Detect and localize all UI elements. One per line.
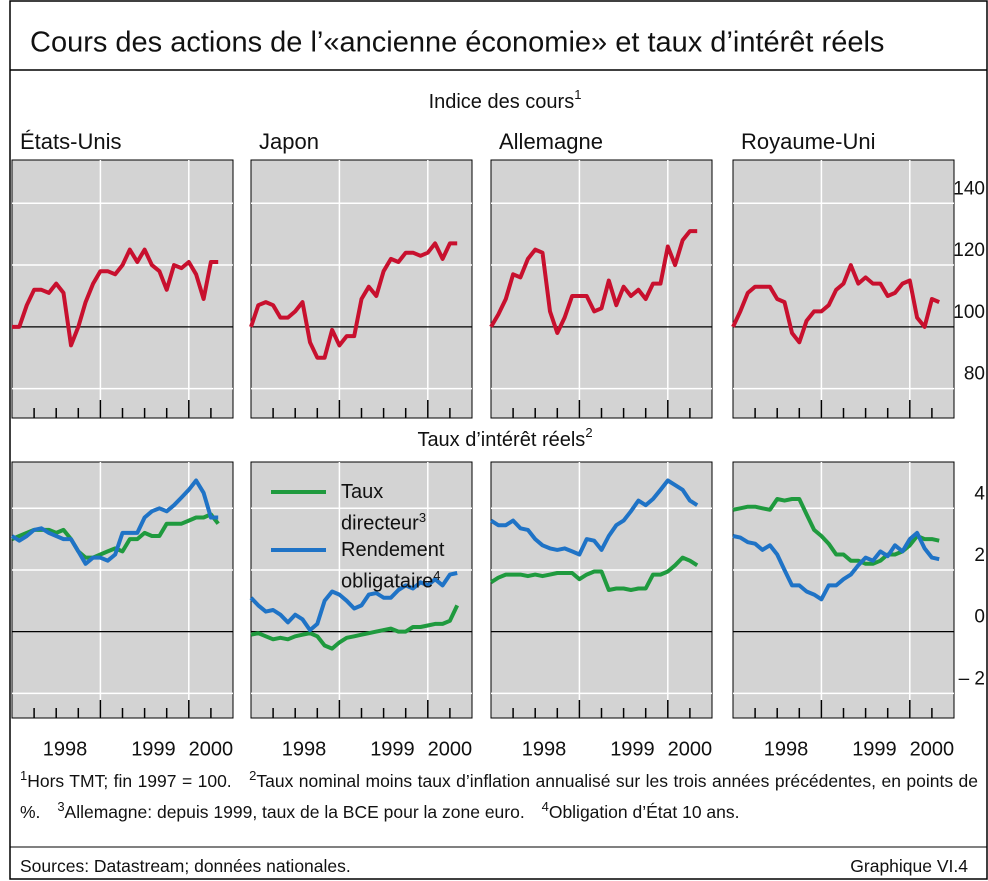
footnote-mark: 1: [20, 768, 28, 783]
footnote: 4Obligation d’État 10 ans.: [541, 798, 740, 822]
series-line: [732, 530, 940, 602]
x-tick-label: 2000: [428, 738, 473, 760]
panel-title: Allemagne: [499, 129, 603, 154]
legend-label: Rendement obligataire: [341, 539, 445, 593]
x-tick-label: 1998: [282, 738, 327, 760]
x-tick-label: 2000: [910, 738, 955, 760]
legend-label: Taux directeur: [341, 481, 419, 535]
series-line: [489, 229, 698, 335]
series-line: [249, 571, 458, 633]
figure-title: Cours des actions de l’«ancienne économi…: [30, 27, 884, 59]
x-tick-label: 1998: [522, 738, 567, 760]
y-tick-label: 4: [974, 483, 985, 504]
legend-entry: Taux directeur3: [341, 479, 466, 537]
y-tick-label: 80: [964, 364, 985, 385]
panel: [490, 159, 713, 419]
footnote-text: Obligation d’État 10 ans.: [548, 801, 740, 822]
x-tick-label: 1998: [764, 738, 809, 760]
section-text: Taux d’intérêt réels: [417, 429, 585, 451]
panel-title: Royaume-Uni: [741, 129, 876, 154]
x-tick-label: 2000: [189, 738, 234, 760]
series-line: [12, 247, 219, 348]
panel: [250, 159, 473, 419]
footnote-mark: 2: [249, 768, 257, 783]
legend-entry: Rendement obligataire4: [341, 537, 466, 595]
footnote-text: Hors TMT; fin 1997 = 100.: [27, 770, 232, 791]
footnotes: 1Hors TMT; fin 1997 = 100. 2Taux nominal…: [20, 763, 978, 825]
x-tick-label: 2000: [668, 738, 713, 760]
footnote-text: Taux nominal moins taux d’inflation annu…: [20, 770, 978, 822]
frame: [9, 0, 988, 880]
section-note: 1: [574, 87, 581, 102]
panel-title: États-Unis: [20, 129, 121, 154]
section-text: Indice des cours: [429, 91, 575, 113]
footnote-mark: 4: [541, 798, 549, 814]
section-note: 2: [585, 425, 592, 440]
y-tick-label: 120: [953, 240, 985, 261]
footnote: 1Hors TMT; fin 1997 = 100.: [20, 768, 232, 791]
series-line: [249, 241, 458, 360]
footnote: 3Allemagne: depuis 1999, taux de la BCE …: [57, 798, 525, 822]
legend-note: 4: [433, 568, 441, 583]
footnote-text: Allemagne: depuis 1999, taux de la BCE p…: [64, 801, 525, 822]
x-tick-label: 1999: [131, 738, 176, 760]
panel: [11, 461, 234, 719]
x-tick-label: 1999: [370, 738, 415, 760]
section-label: Indice des cours1: [429, 87, 582, 113]
y-tick-label: 2: [974, 545, 985, 566]
y-tick-label: 0: [974, 607, 985, 628]
series-line: [489, 478, 699, 557]
series-line: [489, 555, 699, 592]
x-tick-label: 1998: [43, 738, 88, 760]
series-line: [250, 604, 460, 651]
panel-title: Japon: [259, 129, 319, 154]
panel: [732, 461, 955, 719]
y-tick-label: – 2: [959, 668, 985, 689]
series-line: [10, 478, 219, 566]
y-tick-label: 140: [953, 178, 985, 199]
panel: [250, 461, 473, 719]
series-line: [731, 263, 940, 345]
figure-id: Graphique VI.4: [850, 856, 968, 876]
footnote-mark: 3: [57, 798, 65, 814]
y-tick-label: 100: [953, 302, 985, 323]
x-tick-label: 1999: [852, 738, 897, 760]
legend-note: 3: [418, 510, 427, 525]
panel: [732, 159, 955, 419]
panel: [490, 461, 713, 719]
section-label: Taux d’intérêt réels2: [417, 425, 592, 451]
x-tick-label: 1999: [610, 738, 655, 760]
footnote: 2Taux nominal moins taux d’inflation ann…: [20, 768, 978, 822]
source: Sources: Datastream; données nationales.: [20, 856, 351, 876]
